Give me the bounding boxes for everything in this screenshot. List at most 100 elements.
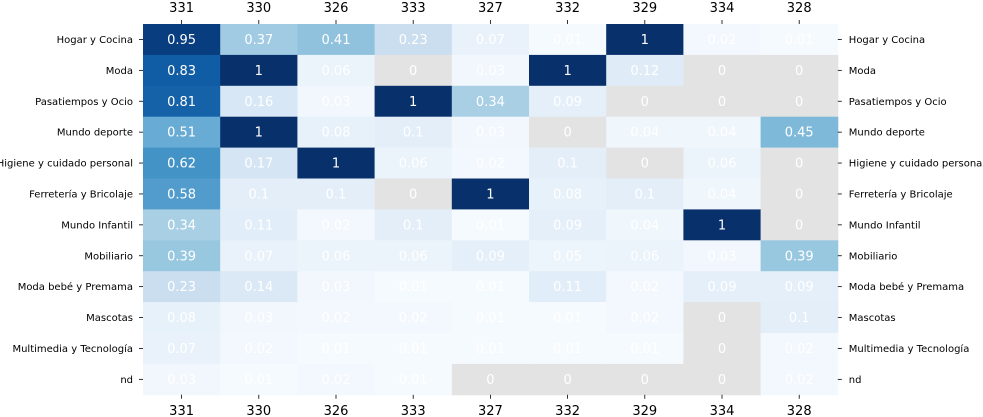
heatmap-cell [451,363,530,396]
heatmap-cell [220,271,298,303]
heatmap-cell [451,54,530,87]
heatmap-cell [529,147,607,179]
heatmap-cell [297,240,376,272]
cell-value-label: 0.02 [399,311,428,326]
heatmap-cell [374,209,453,241]
cell-value-label: 0 [795,187,803,202]
heatmap-cell [606,178,684,210]
heatmap-cell [143,209,221,241]
heatmap-cell [760,240,839,272]
heatmap-cell [760,363,839,396]
cell-value-label: 0.09 [476,249,505,264]
cell-value-label: 0.01 [553,311,582,326]
cell-value-label: 0.07 [476,33,505,48]
cell-value-label: 0.01 [476,218,505,233]
cell-value-label: 0.23 [167,280,196,295]
row-label-right: Hogar y Cocina [849,35,925,46]
cell-value-label: 0.01 [553,342,582,357]
column-label-top: 334 [710,1,735,16]
heatmap-cell [683,85,762,118]
heatmap-cell [143,363,221,396]
cell-value-label: 0.01 [399,373,428,388]
cell-value-label: 0.1 [248,187,269,202]
heatmap-cell [220,333,298,365]
cell-value-label: 0.02 [630,280,659,295]
cell-annotations: 0.95 0.37 0.41 0.23 0.07 0.01 1 0.02 0.01 0.83 1 0.… [167,33,814,388]
cell-value-label: 0 [718,64,726,79]
heatmap-cell [220,85,298,118]
cell-value-label: 0.07 [167,342,196,357]
heatmap-cell [760,271,839,303]
heatmap-cell [683,116,762,149]
row-label-right: Mobiliario [849,251,898,262]
heatmap-cell [606,85,684,118]
cell-value-label: 0.1 [403,126,424,141]
heatmap-cell [606,24,684,56]
cell-value-label: 0.06 [322,64,351,79]
heatmap-cell [683,333,762,365]
cell-value-label: 0.08 [322,126,351,141]
cell-value-label: 0.01 [399,280,428,295]
cell-value-label: 0 [641,373,649,388]
row-label-right: nd [849,375,862,386]
cell-value-label: 0.01 [399,342,428,357]
column-label-bottom: 333 [401,404,426,417]
column-label-bottom: 332 [555,404,580,417]
heatmap-cell [143,24,221,56]
heatmap-cell [297,271,376,303]
column-label-bottom: 334 [710,404,735,417]
row-label-left: Mundo Infantil [61,220,133,231]
cell-value-label: 0 [718,95,726,110]
heatmap-cell [143,147,221,179]
column-label-bottom: 326 [324,404,349,417]
heatmap-cell [143,85,221,118]
cell-value-label: 0.01 [244,373,273,388]
cell-value-label: 0.07 [244,249,273,264]
cell-value-label: 0.81 [167,95,196,110]
heatmap-cell [529,302,607,334]
row-label-left: Mascotas [86,313,133,324]
cell-value-label: 0.03 [167,373,196,388]
heatmap-cell [297,209,376,241]
cell-value-label: 0.51 [167,126,196,141]
row-label-right: Pasatiempos y Ocio [849,97,947,108]
row-label-left: Mundo deporte [57,128,133,139]
heatmap-cell [220,178,298,210]
cell-value-label: 0.34 [167,218,196,233]
cell-value-label: 0 [718,342,726,357]
heatmap-cell [760,333,839,365]
cell-value-label: 0.03 [322,280,351,295]
heatmap-cell [220,240,298,272]
heatmap-cell [683,302,762,334]
heatmap-cell [529,209,607,241]
cell-value-label: 0.34 [476,95,505,110]
heatmap-cell [220,24,298,56]
cell-value-label: 0.02 [322,311,351,326]
cell-value-label: 0.05 [553,249,582,264]
heatmap-cell [529,271,607,303]
cell-value-label: 0.04 [630,218,659,233]
heatmap-cell [683,178,762,210]
cell-value-label: 0.95 [167,33,196,48]
row-label-left: Moda bebé y Premama [18,281,133,293]
column-label-top: 327 [478,1,503,16]
cell-value-label: 0.12 [630,64,659,79]
heatmap-cell [683,209,762,241]
column-label-top: 328 [787,1,812,16]
heatmap-cell [374,54,453,87]
column-label-top: 333 [401,1,426,16]
column-label-bottom: 327 [478,404,503,417]
heatmap-cell [606,209,684,241]
cell-value-label: 0.08 [167,311,196,326]
heatmap-cell [143,302,221,334]
heatmap-cell [143,240,221,272]
column-label-bottom: 328 [787,404,812,417]
heatmap-cell [451,271,530,303]
row-label-left: Hogar y Cocina [57,35,133,46]
heatmap-cell [451,178,530,210]
cell-value-label: 0.1 [634,187,655,202]
cell-value-label: 0.02 [322,218,351,233]
heatmap-cell [220,147,298,179]
heatmap-cell [143,116,221,149]
